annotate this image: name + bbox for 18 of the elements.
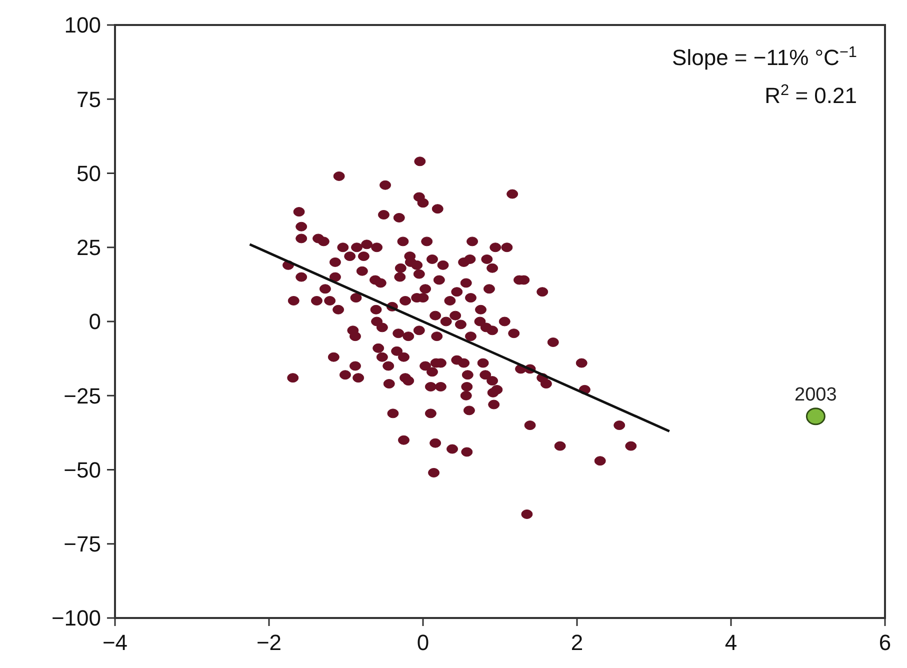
x-tick-label: 0 xyxy=(416,630,430,655)
x-tick-label: 6 xyxy=(878,630,892,655)
y-tick-label: 0 xyxy=(88,309,101,334)
x-tick-label: 2 xyxy=(570,630,584,655)
annotation: Slope = −11% °C$^{−1}$ xyxy=(672,44,857,70)
x-tick-label: 4 xyxy=(724,630,738,655)
y-tick-label: 50 xyxy=(76,160,101,186)
series-label: 2003 xyxy=(794,384,837,406)
y-tick-label: −25 xyxy=(64,383,101,408)
annotation: R$^{2}$ = 0.21 xyxy=(764,82,857,108)
y-tick-label: −50 xyxy=(64,457,101,482)
y-tick-label: −75 xyxy=(64,532,101,557)
y-tick-label: 25 xyxy=(76,235,101,260)
y-tick-label: 100 xyxy=(64,12,101,38)
y-tick-label: 75 xyxy=(76,86,101,112)
x-tick-label: −4 xyxy=(102,630,128,655)
x-tick-label: −2 xyxy=(256,630,282,655)
y-tick-label: −100 xyxy=(51,606,101,631)
